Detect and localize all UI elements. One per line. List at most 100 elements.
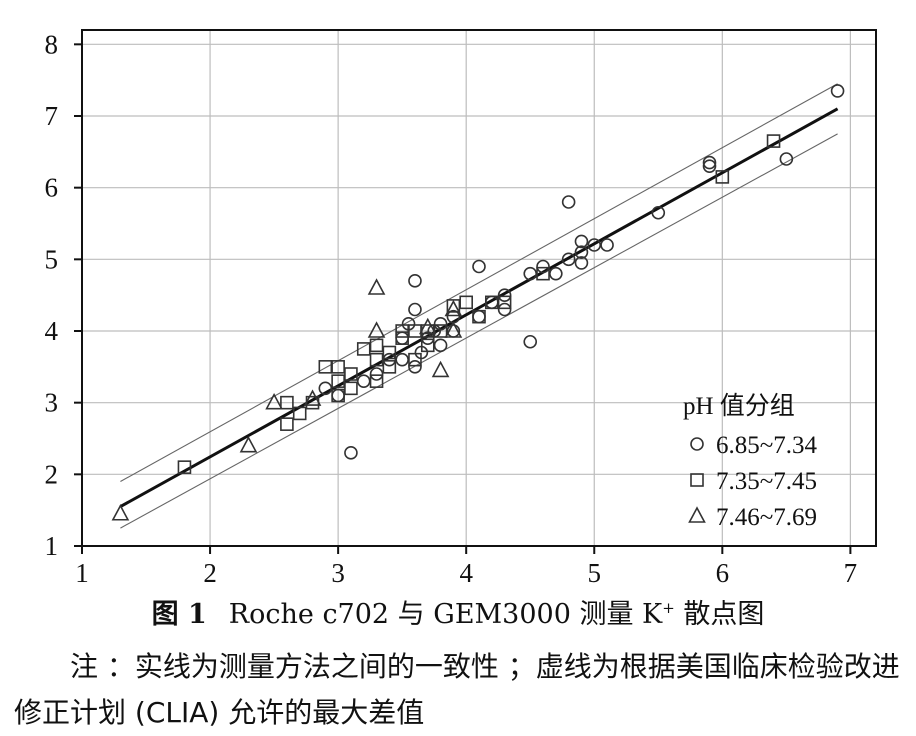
legend-triangle-marker bbox=[688, 506, 706, 523]
x-tick-label: 4 bbox=[459, 558, 473, 588]
x-tick-label: 2 bbox=[203, 558, 217, 588]
legend-title: pH 值分组 bbox=[683, 392, 795, 420]
point-triangle bbox=[265, 392, 283, 410]
lower-limit-line bbox=[120, 133, 838, 529]
point-square bbox=[292, 406, 307, 421]
point-circle bbox=[408, 302, 422, 317]
legend-square-marker bbox=[690, 473, 704, 487]
point-circle bbox=[549, 266, 563, 281]
point-square bbox=[344, 367, 358, 381]
point-circle bbox=[574, 256, 589, 270]
point-triangle bbox=[444, 299, 463, 317]
x-tick-label: 1 bbox=[75, 558, 89, 588]
point-triangle bbox=[111, 504, 130, 521]
point-circle bbox=[395, 352, 409, 367]
x-tick-label: 5 bbox=[588, 558, 602, 588]
point-square bbox=[280, 417, 294, 431]
point-circle bbox=[318, 381, 333, 396]
point-square bbox=[766, 134, 781, 148]
point-circle bbox=[561, 195, 576, 209]
y-tick-label: 3 bbox=[45, 388, 59, 418]
point-square bbox=[408, 352, 422, 367]
legend-label: 7.46~7.69 bbox=[716, 504, 817, 531]
point-circle bbox=[600, 238, 614, 252]
x-tick-label: 7 bbox=[844, 558, 858, 588]
point-square bbox=[536, 266, 550, 281]
point-square bbox=[356, 342, 371, 356]
point-circle bbox=[830, 84, 845, 98]
point-circle bbox=[574, 234, 589, 249]
y-tick-label: 8 bbox=[45, 29, 59, 59]
axis-ticks: 1 2 3 4 5 6 7 1 2 3 4 5 6 7 8 bbox=[45, 29, 858, 588]
point-triangle bbox=[418, 317, 437, 335]
point-circle bbox=[433, 338, 448, 353]
point-circle bbox=[523, 266, 538, 281]
point-triangle bbox=[239, 435, 258, 453]
regression-line bbox=[119, 107, 839, 508]
point-circle bbox=[779, 152, 794, 166]
point-circle bbox=[356, 374, 371, 388]
point-square bbox=[331, 374, 345, 388]
point-square bbox=[420, 338, 435, 353]
point-square bbox=[472, 309, 486, 324]
y-tick-label: 2 bbox=[45, 459, 59, 489]
point-square bbox=[331, 360, 345, 374]
point-circle bbox=[344, 446, 358, 460]
point-square bbox=[318, 360, 333, 374]
y-tick-label: 7 bbox=[45, 101, 59, 131]
point-square bbox=[369, 352, 384, 367]
point-triangle bbox=[367, 321, 386, 338]
point-triangle bbox=[431, 360, 450, 378]
legend: pH 值分组 6.85~7.34 7.35~7.45 7.46~7.69 bbox=[683, 392, 818, 531]
y-tick-label: 1 bbox=[45, 531, 59, 561]
figure-note: 注 ：实线为测量方法之间的一致性 ；虚线为根据美国临床检验改进修正计划 (CLI… bbox=[14, 650, 900, 729]
point-circle bbox=[702, 159, 717, 173]
point-circle bbox=[369, 367, 384, 381]
y-tick-label: 6 bbox=[45, 173, 59, 203]
point-circle bbox=[382, 352, 397, 367]
data-points bbox=[111, 84, 845, 521]
y-tick-label: 5 bbox=[45, 244, 59, 274]
point-square bbox=[344, 381, 358, 396]
figure-number: 图 1 bbox=[151, 599, 207, 630]
point-square bbox=[382, 345, 397, 360]
point-circle bbox=[651, 205, 666, 220]
point-circle bbox=[574, 245, 589, 259]
fit-line-group bbox=[119, 107, 839, 508]
point-circle bbox=[536, 259, 550, 274]
point-square bbox=[382, 360, 397, 374]
point-square bbox=[485, 295, 499, 310]
legend-label: 7.35~7.45 bbox=[716, 468, 817, 495]
point-circle bbox=[472, 309, 486, 324]
y-tick-label: 4 bbox=[45, 316, 59, 346]
point-square bbox=[497, 295, 512, 310]
legend-label: 6.85~7.34 bbox=[716, 432, 818, 459]
point-circle bbox=[561, 252, 576, 267]
point-circle bbox=[395, 331, 409, 345]
legend-circle-marker bbox=[690, 437, 704, 451]
point-square bbox=[395, 331, 409, 345]
point-circle bbox=[587, 238, 602, 252]
point-square bbox=[395, 324, 409, 338]
point-square bbox=[280, 395, 294, 410]
upper-limit-line bbox=[120, 83, 838, 482]
figure-caption: 图 1 Roche c702 与 GEM3000 测量 K+ 散点图 bbox=[0, 592, 916, 631]
point-circle bbox=[497, 302, 512, 317]
figure-title-suffix: 散点图 bbox=[674, 599, 765, 630]
point-circle bbox=[523, 334, 538, 349]
point-square bbox=[369, 338, 384, 353]
figure-title-superscript: + bbox=[662, 599, 675, 617]
point-circle bbox=[433, 317, 448, 331]
figure-title: Roche c702 与 GEM3000 测量 K bbox=[228, 599, 663, 630]
point-square bbox=[459, 295, 473, 310]
scatter-chart: 1 2 3 4 5 6 7 1 2 3 4 5 6 7 8 pH 值分组 6.85~7.34 7.35~7.4… bbox=[45, 29, 877, 588]
point-square bbox=[331, 388, 345, 403]
limit-lines bbox=[120, 83, 838, 529]
point-square bbox=[715, 170, 730, 184]
point-circle bbox=[408, 360, 422, 374]
point-square bbox=[177, 460, 192, 474]
x-tick-label: 6 bbox=[716, 558, 730, 588]
point-triangle bbox=[367, 278, 386, 295]
x-tick-label: 3 bbox=[331, 558, 345, 588]
plot-frame bbox=[81, 29, 877, 547]
